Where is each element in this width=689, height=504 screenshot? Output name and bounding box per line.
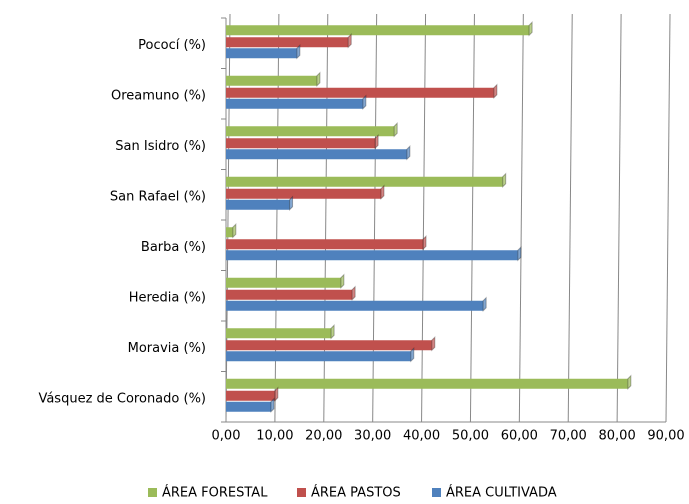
bar-side <box>406 145 411 161</box>
legend-label: ÁREA CULTIVADA <box>446 485 557 501</box>
x-tick-label: 0,00 <box>212 429 241 444</box>
bar <box>226 149 407 160</box>
grid-line <box>567 13 573 423</box>
y-tick-label: Oreamuno (%) <box>111 88 206 103</box>
bar-side <box>270 397 275 413</box>
bar <box>226 87 494 98</box>
grid-line <box>616 13 622 423</box>
bar <box>226 340 432 351</box>
bar-side <box>347 33 352 49</box>
bar-side <box>482 296 487 312</box>
bar-side <box>517 246 522 262</box>
bar <box>226 378 628 389</box>
x-tick-label: 20,00 <box>305 429 342 444</box>
bar <box>226 277 341 288</box>
bar-side <box>528 21 533 37</box>
y-tick-label: San Isidro (%) <box>115 139 206 154</box>
bar <box>226 289 353 300</box>
bar-side <box>493 83 498 99</box>
grid-line <box>421 13 427 423</box>
bar-side <box>351 285 356 301</box>
grid-line <box>469 13 475 423</box>
x-tick-label: 30,00 <box>354 429 391 444</box>
bar <box>226 75 317 86</box>
bar-side <box>362 94 367 110</box>
bar <box>226 250 518 261</box>
bar <box>226 390 275 401</box>
x-tick-label: 40,00 <box>403 429 440 444</box>
bar-side <box>393 122 398 138</box>
bar-side <box>502 172 507 188</box>
y-tick-label: Heredia (%) <box>129 290 206 305</box>
bar <box>226 328 332 339</box>
bar <box>226 98 363 109</box>
bar-side <box>330 324 335 340</box>
bar-side <box>380 184 385 200</box>
x-tick-label: 80,00 <box>599 429 636 444</box>
bar <box>226 188 381 199</box>
y-tick-label: Moravia (%) <box>128 341 206 356</box>
bar-side <box>627 374 632 390</box>
x-tick-label: 90,00 <box>647 429 684 444</box>
legend-swatch <box>432 488 441 497</box>
bar-side <box>296 44 301 60</box>
x-tick-label: 10,00 <box>256 429 293 444</box>
bar <box>226 199 290 210</box>
bar-side <box>340 273 345 289</box>
bar-side <box>289 195 294 211</box>
bar-side <box>410 347 415 363</box>
bar-side <box>422 235 427 251</box>
x-tick-label: 60,00 <box>501 429 538 444</box>
bar <box>226 126 395 137</box>
legend-label: ÁREA FORESTAL <box>162 485 268 501</box>
bar <box>226 25 530 36</box>
bar <box>226 37 349 48</box>
bar <box>226 239 424 250</box>
legend-swatch <box>148 488 157 497</box>
bar <box>226 227 233 238</box>
legend-label: ÁREA PASTOS <box>311 485 401 501</box>
grid-line <box>518 13 524 423</box>
bar <box>226 138 376 149</box>
y-tick-label: Vásquez de Coronado (%) <box>38 391 206 406</box>
bar-side <box>274 386 279 402</box>
x-tick-label: 70,00 <box>550 429 587 444</box>
bar-side <box>431 336 436 352</box>
bar-side <box>316 71 321 87</box>
bar <box>226 351 411 362</box>
bar <box>226 401 271 412</box>
y-tick-label: Pococí (%) <box>138 38 206 53</box>
bar <box>226 176 503 187</box>
x-tick-label: 50,00 <box>452 429 489 444</box>
legend-swatch <box>297 488 306 497</box>
bar <box>226 48 297 59</box>
y-tick-label: Barba (%) <box>141 240 206 255</box>
bar <box>226 300 484 311</box>
y-tick-label: San Rafael (%) <box>110 189 206 204</box>
grid-line <box>665 13 671 423</box>
bar-side <box>374 134 379 150</box>
bar-side <box>232 223 237 239</box>
